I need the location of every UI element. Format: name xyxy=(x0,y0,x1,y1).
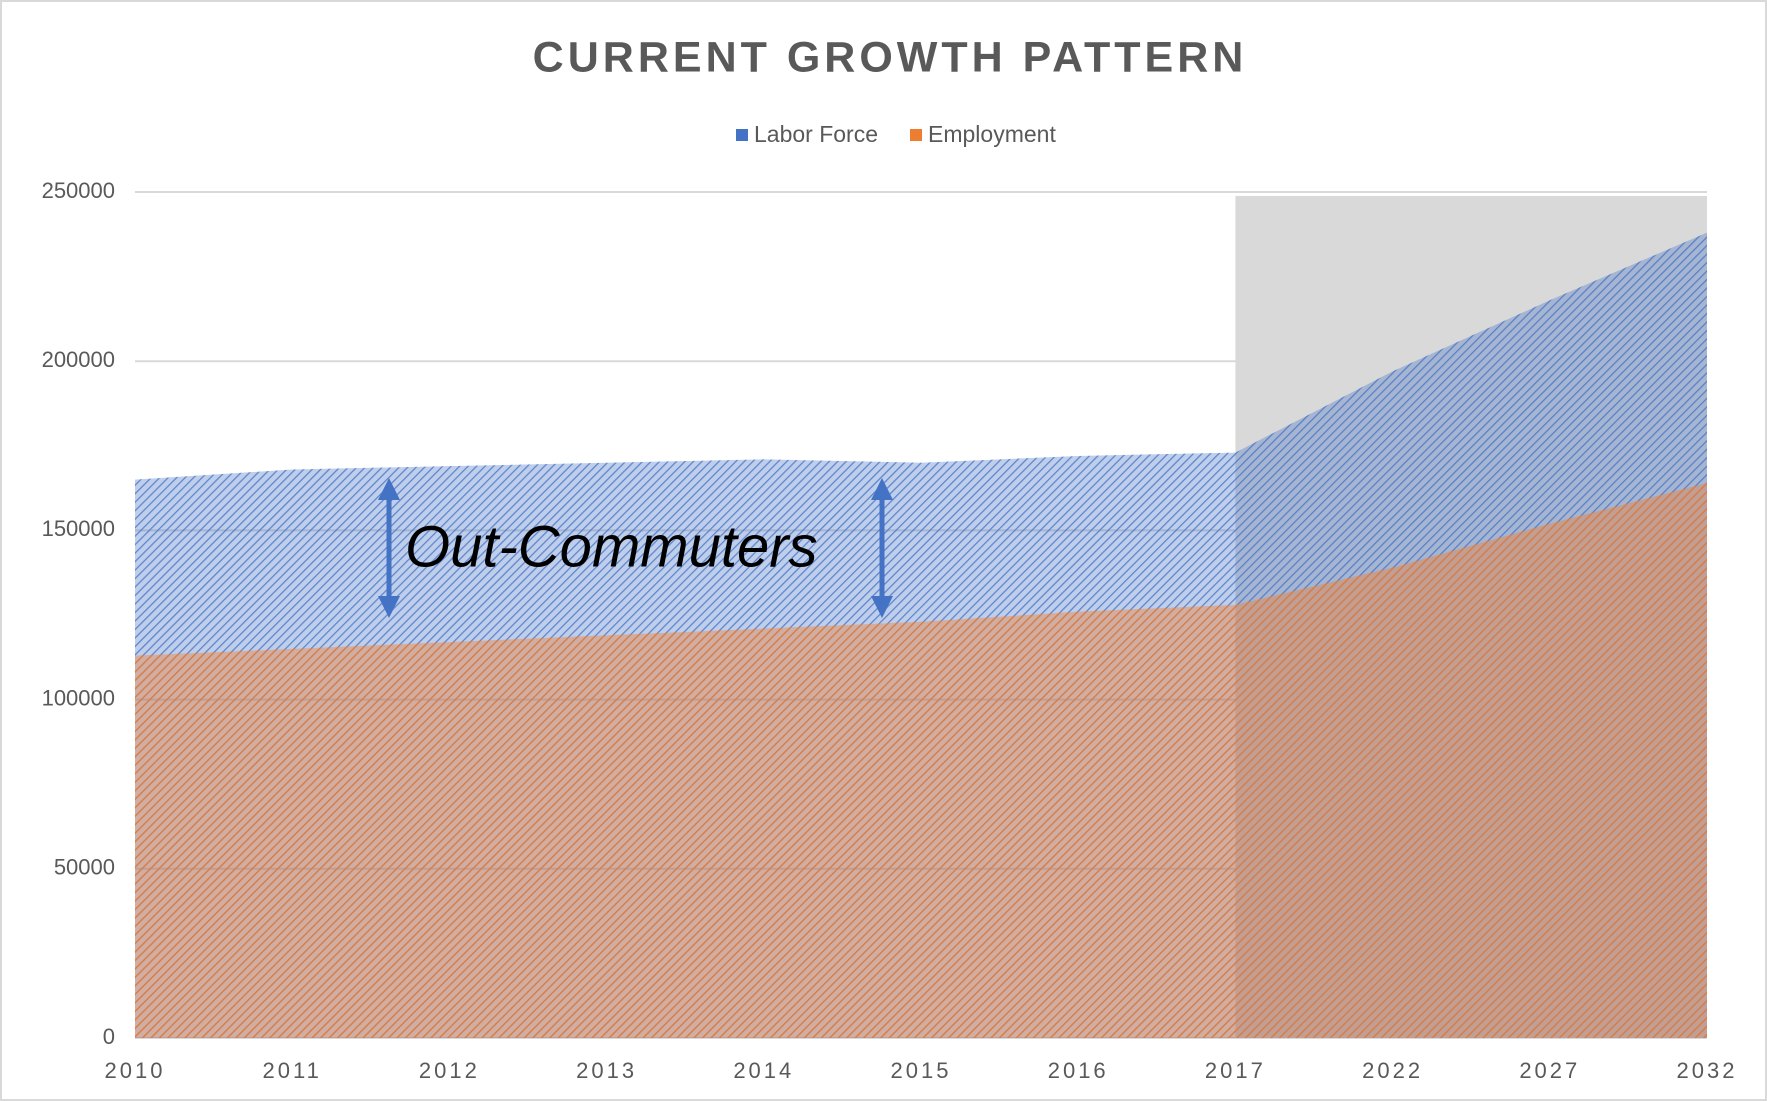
arrow-head xyxy=(871,478,893,500)
x-tick-label: 2022 xyxy=(1362,1058,1423,1083)
chart-title: CURRENT GROWTH PATTERN xyxy=(533,33,1248,81)
x-tick-label: 2010 xyxy=(105,1058,166,1083)
y-tick-label: 250000 xyxy=(42,178,115,203)
arrow-head xyxy=(378,596,400,618)
legend-swatch xyxy=(736,129,748,141)
arrow-head xyxy=(378,478,400,500)
x-tick-label: 2012 xyxy=(419,1058,480,1083)
y-tick-label: 50000 xyxy=(54,855,115,880)
x-tick-label: 2017 xyxy=(1205,1058,1266,1083)
legend-label: Labor Force xyxy=(754,121,878,147)
x-tick-label: 2011 xyxy=(263,1058,322,1083)
annotation: Out-Commuters xyxy=(405,514,818,579)
legend-swatch xyxy=(910,129,923,141)
y-tick-label: 0 xyxy=(103,1024,115,1049)
x-tick-label: 2016 xyxy=(1048,1058,1109,1083)
area xyxy=(135,483,1707,1038)
y-tick-label: 100000 xyxy=(42,685,115,710)
x-tick-label: 2013 xyxy=(576,1058,637,1083)
legend-label: Employment xyxy=(928,121,1056,147)
x-tick-label: 2027 xyxy=(1519,1058,1580,1083)
arrow-head xyxy=(871,596,893,618)
y-tick-label: 150000 xyxy=(42,516,115,541)
plot: 0 50000 100000 150000 200000 250000 2010 2011 20… xyxy=(42,121,1738,1083)
y-tick-label: 200000 xyxy=(42,347,115,372)
x-tick-label: 2014 xyxy=(733,1058,794,1083)
x-tick-label: 2032 xyxy=(1677,1058,1738,1083)
x-tick-label: 2015 xyxy=(891,1058,952,1083)
